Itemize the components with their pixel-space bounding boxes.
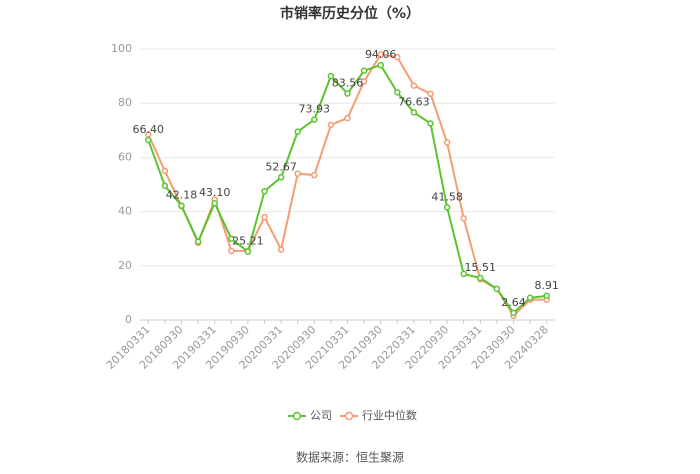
y-tick-label: 40 xyxy=(118,205,132,218)
point xyxy=(327,72,335,80)
point xyxy=(427,120,434,127)
legend-marker xyxy=(344,411,354,421)
data-label: 94.06 xyxy=(365,48,397,61)
point xyxy=(161,167,169,175)
data-label: 73.93 xyxy=(299,103,331,116)
point xyxy=(510,309,517,317)
point xyxy=(277,246,285,253)
point xyxy=(377,51,384,58)
point xyxy=(344,114,351,122)
point xyxy=(294,128,301,135)
data-label: 76.63 xyxy=(398,95,430,108)
y-tick-label: 20 xyxy=(118,259,132,272)
point xyxy=(294,170,301,177)
point xyxy=(460,270,467,278)
point xyxy=(145,136,152,144)
y-tick-label: 100 xyxy=(111,42,132,55)
y-tick-label: 0 xyxy=(125,313,132,326)
point xyxy=(493,285,501,293)
point xyxy=(443,139,451,146)
point xyxy=(477,274,484,282)
data-label: 2.64 xyxy=(501,296,526,309)
point xyxy=(261,188,268,195)
point xyxy=(211,199,218,207)
point xyxy=(261,213,268,221)
point xyxy=(526,294,534,302)
point xyxy=(460,215,467,222)
data-label: 52.67 xyxy=(265,160,297,173)
point xyxy=(178,202,185,209)
point xyxy=(277,174,285,181)
source-note: 数据来源：恒生聚源 xyxy=(296,450,404,465)
data-label: 43.10 xyxy=(199,186,231,199)
point xyxy=(327,121,335,129)
point xyxy=(161,182,169,190)
chart-title: 市销率历史分位（%） xyxy=(280,5,420,22)
point xyxy=(410,82,418,89)
point xyxy=(410,109,418,116)
data-label: 66.40 xyxy=(133,123,165,136)
point xyxy=(360,78,368,85)
point xyxy=(244,248,252,255)
data-label: 83.56 xyxy=(332,77,364,90)
point xyxy=(394,53,401,61)
point xyxy=(360,67,368,74)
point xyxy=(394,89,401,96)
legend-label: 公司 xyxy=(310,409,332,422)
point xyxy=(311,171,318,179)
point xyxy=(377,61,384,69)
data-label: 42.18 xyxy=(166,189,198,202)
point xyxy=(228,247,235,255)
y-tick-label: 60 xyxy=(118,150,132,163)
point xyxy=(427,90,434,97)
legend-label: 行业中位数 xyxy=(362,408,417,422)
data-label: 8.91 xyxy=(534,279,559,292)
point xyxy=(228,235,235,242)
data-label: 41.58 xyxy=(431,190,463,203)
data-label: 25.21 xyxy=(232,235,264,248)
legend-marker xyxy=(292,411,302,421)
point xyxy=(543,292,550,300)
point xyxy=(344,90,351,97)
point xyxy=(311,116,318,123)
point xyxy=(443,204,451,211)
point xyxy=(194,238,202,245)
y-tick-label: 80 xyxy=(118,96,132,109)
data-label: 15.51 xyxy=(465,261,497,274)
